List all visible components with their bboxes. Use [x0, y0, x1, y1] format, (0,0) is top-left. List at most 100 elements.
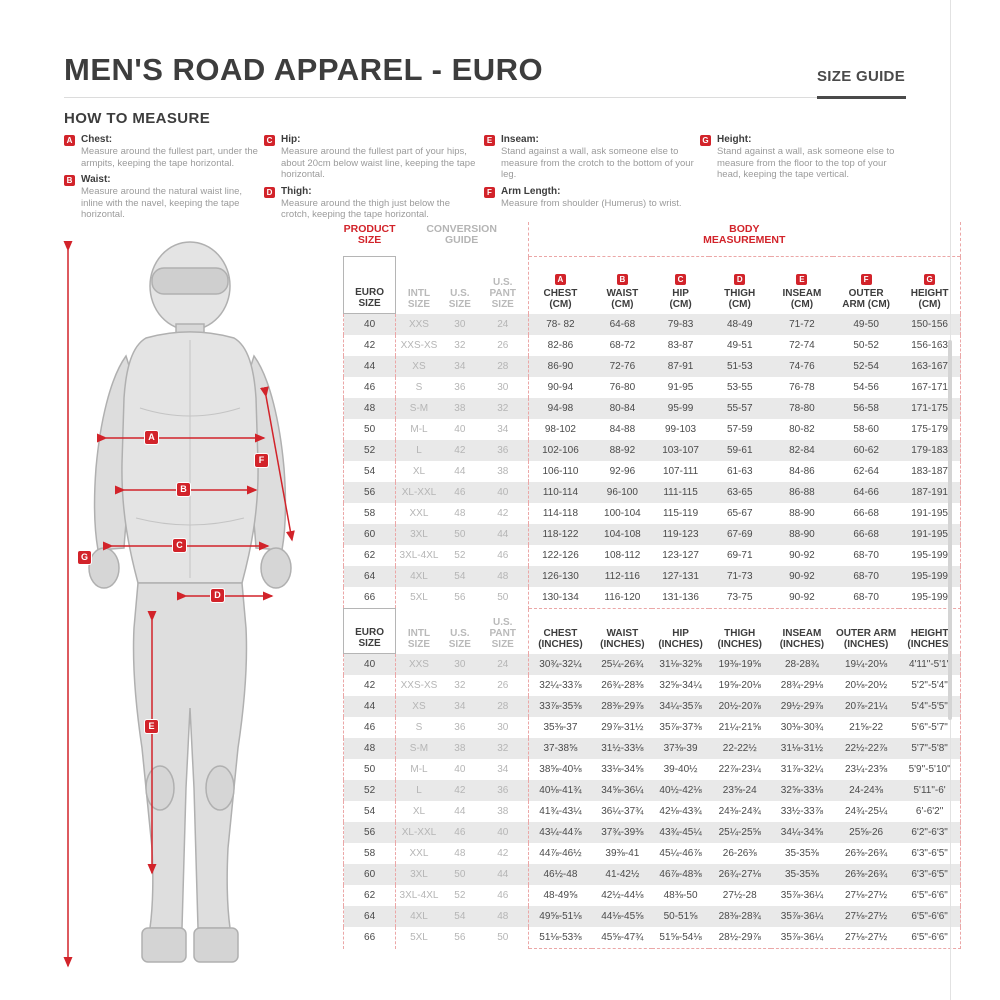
- size-cell: 195-199: [899, 545, 962, 566]
- size-cell: 54: [441, 906, 478, 927]
- letter-b-badge: B: [64, 175, 75, 186]
- header-cell: C HIP (CM): [652, 256, 709, 314]
- header-line1: HEIGHT: [910, 287, 949, 299]
- size-cell: 29⅞-31½: [601, 722, 644, 733]
- size-cell: 42: [342, 335, 397, 356]
- header-line2: (INCHES): [907, 638, 952, 650]
- size-cell: 64-66: [833, 482, 900, 503]
- size-cell: 91-95: [667, 382, 694, 393]
- size-cell: 48: [454, 848, 466, 859]
- size-cell: 46: [477, 885, 529, 906]
- size-cell: 25⅝-26: [833, 822, 900, 843]
- size-guide-tab[interactable]: SIZE GUIDE: [816, 68, 905, 85]
- header-line2: SIZE: [448, 638, 471, 650]
- size-cell: 25¼-26¾: [592, 653, 653, 675]
- table-row: 42 XXS-XS 32 26 82-86 68-72 83-87 49-51 72-74 50-…: [342, 335, 962, 356]
- table-row: 42 XXS-XS 32 26 32¼-33⅞ 26¾-28⅜ 32⅝-34¼ 19⅝-20⅛…: [342, 675, 962, 696]
- size-cell: 56: [342, 822, 397, 843]
- size-cell: 34⅝-36¼: [592, 780, 653, 801]
- size-cell: 48-49: [708, 313, 771, 335]
- size-guide-underline: [817, 96, 906, 99]
- header-line2: GUIDE: [444, 234, 479, 246]
- size-cell: 30⅜-30¾: [780, 722, 824, 733]
- table-row: 64 4XL 54 48 49⅝-51⅛ 44⅛-45⅝ 50-51⅝ 28⅜-28¾ 35⅞-…: [342, 906, 962, 927]
- size-cell: 50-51⅝: [652, 906, 709, 927]
- size-cell: 19⅝-20⅛: [718, 680, 761, 691]
- size-cell: 31⅛-31½: [770, 738, 834, 759]
- size-cell: 63-65: [708, 482, 771, 503]
- header-line1: THIGH: [724, 287, 756, 299]
- size-cell: 68-70: [853, 550, 879, 561]
- size-cell: 82-84: [770, 440, 834, 461]
- size-cell: 6'3"-6'5": [899, 864, 962, 885]
- size-cell: 22-22½: [708, 738, 771, 759]
- size-cell: 35⅞-36¼: [770, 906, 834, 927]
- how-to-measure-heading: HOW TO MEASURE: [64, 110, 211, 127]
- column-letter-badge: G: [924, 273, 936, 285]
- size-cell: 38: [441, 738, 478, 759]
- table-row: 50 M-L 40 34 98-102 84-88 99-103 57-59 80-82 58-6…: [342, 419, 962, 440]
- size-cell: 106-110: [527, 461, 593, 482]
- size-cell: 24-24⅜: [833, 780, 900, 801]
- size-cell: 28: [477, 696, 529, 717]
- size-cell: 64: [342, 906, 397, 927]
- size-cell: 54: [342, 801, 397, 822]
- header-cell: EURO SIZE: [342, 256, 397, 314]
- header-line1: BODY: [729, 223, 760, 235]
- size-cell: 78-80: [770, 398, 834, 419]
- size-cell: 48: [454, 508, 466, 519]
- size-cell: 54: [441, 566, 478, 587]
- size-cell: 150-156: [899, 313, 962, 335]
- letter-c-badge: C: [264, 135, 275, 146]
- size-cell: 62: [342, 545, 397, 566]
- size-cell: 48: [342, 398, 397, 419]
- size-cell: 3XL-4XL: [399, 890, 439, 901]
- size-cell: 56-58: [833, 398, 900, 419]
- size-cell: 32: [477, 738, 529, 759]
- size-cell: 23⅝-24: [708, 780, 771, 801]
- table-row: 46 S 36 30 90-94 76-80 91-95 53-55 76-78 54-56 167…: [342, 377, 962, 398]
- size-cell: 73-75: [708, 587, 771, 609]
- size-cell: 21⅝-22: [849, 722, 884, 733]
- scrollbar-thumb[interactable]: [948, 340, 952, 720]
- header-line1: WAIST: [606, 627, 639, 639]
- size-cell: 59-61: [708, 440, 771, 461]
- size-cell: 6'-6'2": [899, 801, 962, 822]
- header-line2: (INCHES): [779, 638, 825, 650]
- header-line1: PRODUCT: [343, 223, 396, 235]
- size-cell: 39⅜-41: [605, 848, 640, 859]
- size-cell: 34: [441, 696, 478, 717]
- size-cell: 35⅞-37⅜: [659, 722, 702, 733]
- size-cell: 68-72: [609, 340, 636, 351]
- header-cell: THIGH (INCHES): [708, 608, 771, 654]
- figure-thigh-badge: D: [211, 589, 224, 602]
- measure-text: Stand against a wall, ask someone else t…: [501, 146, 694, 180]
- column-letter-badge: E: [796, 273, 808, 285]
- size-cell: 30: [477, 377, 529, 398]
- size-cell: 27⅛-27½: [844, 890, 888, 901]
- size-cell: 32: [454, 680, 466, 691]
- size-cell: S: [415, 382, 423, 393]
- size-cell: 4'11"-5'1": [899, 653, 962, 675]
- size-cell: 46½-48: [527, 864, 593, 885]
- size-cell: 126-130: [527, 566, 593, 587]
- size-cell: 66: [342, 927, 397, 949]
- size-cell: 40: [342, 313, 397, 335]
- size-cell: L: [395, 780, 442, 801]
- size-cell: 183-187: [899, 461, 962, 482]
- table-row: 58 XXL 48 42 44⅞-46½ 39⅜-41 45¼-46⅞ 26-26⅜ 35-35…: [342, 843, 962, 864]
- size-cell: 130-134: [527, 587, 593, 609]
- column-letter-badge: C: [675, 273, 687, 285]
- table-row: 54 XL 44 38 106-110 92-96 107-111 61-63 84-86 62-…: [342, 461, 962, 482]
- size-cell: 38: [477, 461, 529, 482]
- header-line2: SIZE: [357, 234, 382, 246]
- size-cell: 55-57: [708, 398, 771, 419]
- size-cell: 34: [477, 419, 529, 440]
- size-cell: 34¼-34⅝: [770, 822, 834, 843]
- size-cell: 26: [477, 335, 529, 356]
- size-cell: 31⅞-32¼: [780, 764, 824, 775]
- size-cell: 35⅜-37: [527, 717, 593, 738]
- size-cell: 100-104: [604, 508, 641, 519]
- size-cell: 28¾-29⅛: [780, 680, 824, 691]
- measure-column-1: A Chest: Measure around the fullest part…: [64, 134, 260, 226]
